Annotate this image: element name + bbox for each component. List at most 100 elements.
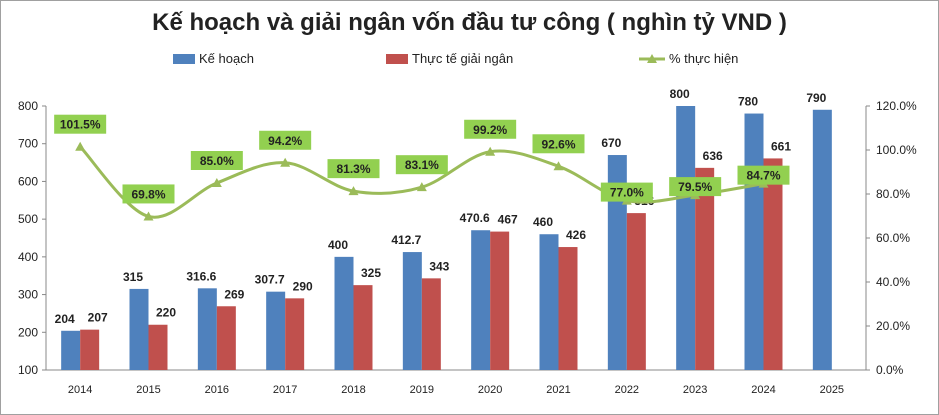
bar-actual (421, 278, 441, 370)
data-label-actual: 290 (293, 279, 313, 293)
line-marker-percent (348, 186, 359, 196)
bar-plan (744, 113, 764, 371)
data-label-box-percent (669, 177, 722, 197)
legend-item-plan: Kế hoạch (173, 51, 254, 66)
bar-actual (763, 158, 783, 370)
data-label-actual: 467 (498, 213, 518, 227)
left-axis-tick-label: 200 (18, 325, 38, 339)
x-axis-tick-label: 2025 (820, 384, 844, 396)
x-axis-tick-label: 2016 (205, 384, 229, 396)
x-axis-tick-label: 2021 (546, 384, 570, 396)
data-label-percent: 69.8% (131, 187, 165, 201)
data-label-plan: 315 (123, 270, 143, 284)
data-label-actual: 269 (224, 287, 244, 301)
data-label-box-percent (464, 119, 517, 139)
data-label-plan: 204 (55, 312, 75, 326)
data-label-percent: 94.2% (268, 134, 302, 148)
legend-label-percent: % thực hiện (669, 51, 739, 66)
bar-actual (695, 167, 715, 370)
data-label-plan: 307.7 (255, 273, 285, 287)
data-label-actual: 343 (429, 259, 449, 273)
data-label-plan: 670 (601, 136, 621, 150)
data-label-plan: 470.6 (460, 211, 490, 225)
bar-plan (402, 252, 422, 370)
data-label-box-percent (190, 151, 243, 170)
x-axis-tick-label: 2015 (136, 384, 160, 396)
data-label-percent: 92.6% (541, 137, 575, 151)
x-axis-tick-label: 2019 (410, 384, 434, 396)
data-label-actual: 426 (566, 228, 586, 242)
line-marker-percent (211, 178, 222, 187)
bar-actual (353, 285, 373, 370)
left-axis-tick-label: 100 (18, 363, 38, 377)
data-label-plan: 316.6 (186, 269, 216, 283)
left-axis-tick-label: 700 (18, 137, 38, 151)
data-label-box-percent (600, 182, 653, 202)
legend-label-actual: Thực tế giải ngân (412, 51, 514, 66)
data-label-actual: 325 (361, 266, 381, 280)
right-axis-tick-label: 80.0% (876, 187, 910, 201)
data-label-percent: 84.7% (746, 169, 780, 183)
data-label-percent: 85.0% (200, 154, 234, 168)
data-label-percent: 77.0% (610, 186, 644, 200)
bar-plan (812, 109, 832, 371)
data-label-box-percent (395, 155, 448, 175)
bar-plan (197, 288, 217, 370)
line-percent (79, 145, 764, 219)
bar-actual (626, 213, 646, 370)
legend-line-marker-icon (639, 53, 665, 63)
x-axis-tick-label: 2022 (615, 384, 639, 396)
line-marker-percent (280, 157, 291, 167)
line-marker-percent (485, 146, 496, 156)
bar-plan (539, 234, 559, 370)
right-axis-tick-label: 40.0% (876, 275, 910, 289)
data-label-actual: 220 (156, 306, 176, 320)
legend-swatch-actual (386, 53, 408, 64)
bar-actual (148, 324, 168, 370)
data-label-percent: 99.2% (473, 123, 507, 137)
x-axis-tick-label: 2020 (478, 384, 502, 396)
data-label-box-percent (122, 184, 175, 204)
chart-title: Kế hoạch và giải ngân vốn đầu tư công ( … (152, 9, 787, 36)
data-label-percent: 83.1% (405, 158, 439, 172)
line-marker-percent (143, 211, 154, 221)
bar-plan (607, 155, 627, 370)
data-label-box-percent (259, 130, 312, 150)
bar-actual (216, 306, 236, 370)
data-label-plan: 460 (533, 215, 553, 229)
right-axis-tick-label: 60.0% (876, 231, 910, 245)
bar-actual (558, 247, 578, 370)
data-label-percent: 81.3% (336, 162, 370, 176)
data-label-plan: 780 (738, 95, 758, 109)
right-axis-tick-label: 0.0% (876, 363, 904, 377)
bar-actual (285, 298, 305, 370)
bar-plan (471, 230, 491, 370)
data-label-box-percent (327, 159, 380, 179)
left-axis-tick-label: 500 (18, 212, 38, 226)
legend-item-actual: Thực tế giải ngân (386, 51, 513, 66)
x-axis-tick-label: 2017 (273, 384, 297, 396)
line-marker-percent (75, 141, 86, 151)
data-label-box-percent (737, 165, 790, 185)
bar-actual (80, 329, 100, 370)
data-label-plan: 412.7 (391, 233, 421, 247)
data-label-actual: 207 (88, 311, 108, 325)
data-label-percent: 79.5% (678, 180, 712, 194)
legend-swatch-plan (173, 53, 195, 64)
bar-plan (676, 106, 696, 370)
data-label-actual: 636 (703, 149, 723, 163)
bar-actual (490, 231, 510, 370)
data-label-box-percent (532, 134, 585, 154)
right-axis-tick-label: 120.0% (876, 99, 917, 113)
legend-label-plan: Kế hoạch (199, 51, 254, 66)
right-axis-tick-label: 100.0% (876, 143, 917, 157)
left-axis-tick-label: 800 (18, 99, 38, 113)
data-label-plan: 800 (670, 87, 690, 101)
data-label-plan: 790 (806, 91, 826, 105)
left-axis-tick-label: 300 (18, 288, 38, 302)
data-label-plan: 400 (328, 238, 348, 252)
x-axis-tick-label: 2023 (683, 384, 707, 396)
left-axis-tick-label: 600 (18, 174, 38, 188)
bar-plan (129, 288, 149, 370)
bar-plan (266, 291, 286, 370)
